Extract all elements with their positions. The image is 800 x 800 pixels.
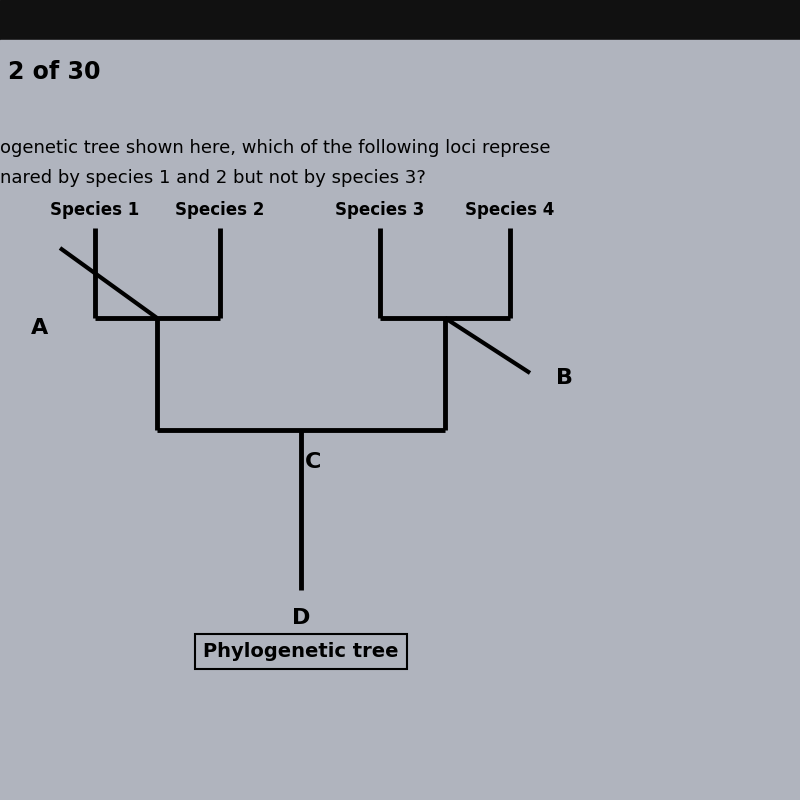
- Text: 2 of 30: 2 of 30: [8, 60, 101, 84]
- Bar: [0, 0, 800, 40]
- Text: Species 3: Species 3: [335, 201, 425, 219]
- Text: Species 4: Species 4: [466, 201, 554, 219]
- Text: Phylogenetic tree: Phylogenetic tree: [203, 642, 398, 661]
- Text: nared by species 1 and 2 but not by species 3?: nared by species 1 and 2 but not by spec…: [0, 169, 426, 187]
- Text: Species 1: Species 1: [50, 201, 140, 219]
- Text: A: A: [31, 318, 49, 338]
- Text: C: C: [305, 452, 321, 472]
- Text: D: D: [292, 608, 310, 628]
- Text: ogenetic tree shown here, which of the following loci represe: ogenetic tree shown here, which of the f…: [0, 139, 550, 157]
- Text: Species 2: Species 2: [175, 201, 265, 219]
- Text: B: B: [557, 368, 574, 388]
